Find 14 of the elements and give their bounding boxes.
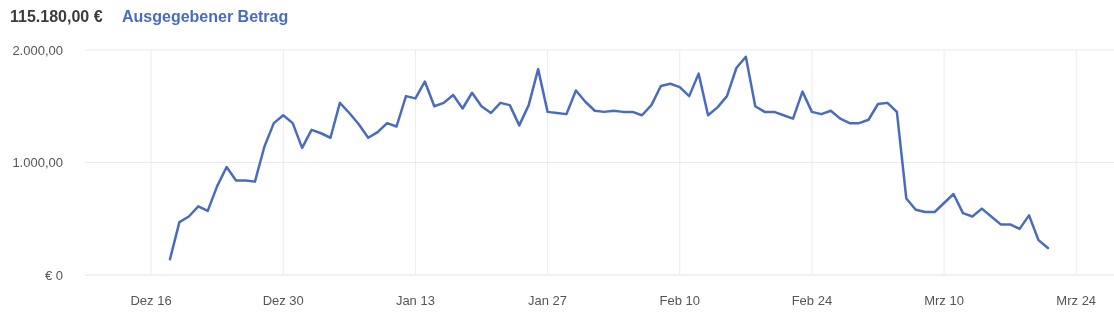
x-tick-label: Mrz 24 [1056,293,1097,308]
y-tick-label: 1.000,00 [12,155,63,171]
x-tick-label: Dez 16 [130,293,172,308]
x-tick-label: Feb 10 [659,293,700,308]
x-tick-label: Mrz 10 [924,293,964,308]
x-tick-label: Jan 27 [528,293,568,308]
x-tick-label: Jan 13 [395,293,435,308]
line-series [168,55,1050,261]
x-tick-label: Dez 30 [262,293,304,308]
chart-title: 115.180,00 € [10,8,103,25]
text: Ausgegebener Betrag [122,8,289,25]
y-tick-label: € 0 [44,267,63,283]
x-tick-label: Feb 24 [791,293,833,308]
y-tick-label: 2.000,00 [12,42,63,58]
